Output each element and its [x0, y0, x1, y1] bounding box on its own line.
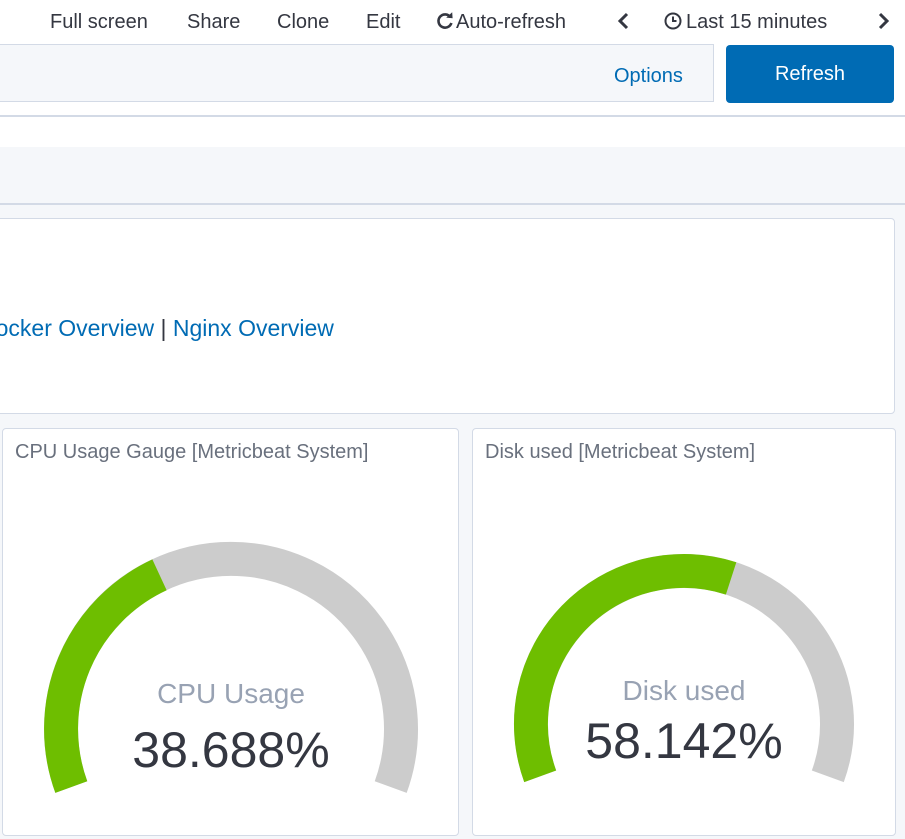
- gauge-value: 58.142%: [585, 713, 782, 769]
- markdown-nav-links: Docker Overview | Nginx Overview: [0, 313, 334, 343]
- gauge-fill: [44, 559, 167, 793]
- gauge-fill: [514, 553, 737, 783]
- docker-overview-link[interactable]: Docker Overview: [0, 315, 155, 341]
- query-input[interactable]: [0, 44, 714, 102]
- next-time-button[interactable]: [876, 9, 890, 35]
- time-picker-button[interactable]: Last 15 minutes: [664, 9, 827, 35]
- cpu-gauge-panel: CPU Usage Gauge [Metricbeat System] CPU …: [2, 428, 459, 836]
- divider: [0, 203, 905, 205]
- auto-refresh-button[interactable]: Auto-refresh: [436, 9, 566, 35]
- edit-button[interactable]: Edit: [366, 11, 401, 33]
- gauge-value: 38.688%: [132, 722, 329, 778]
- gauge-label: CPU Usage: [157, 678, 305, 709]
- divider: [0, 115, 905, 117]
- refresh-button[interactable]: Refresh: [726, 45, 894, 103]
- gauge-label: Disk used: [623, 675, 746, 706]
- filter-spacer: [0, 117, 905, 147]
- clock-icon: [664, 12, 682, 30]
- top-nav: Full screen Share Clone Edit Auto-refres…: [0, 0, 905, 44]
- panel-title: Disk used [Metricbeat System]: [485, 441, 756, 463]
- refresh-icon: [437, 12, 453, 30]
- disk-gauge-panel: Disk used [Metricbeat System] Disk used …: [472, 428, 896, 836]
- cpu-gauge-chart: CPU Usage 38.688%: [44, 541, 418, 793]
- auto-refresh-label: Auto-refresh: [456, 11, 567, 33]
- share-button[interactable]: Share: [187, 11, 241, 33]
- filter-bar[interactable]: [0, 147, 905, 203]
- clone-button[interactable]: Clone: [277, 11, 330, 33]
- markdown-panel: [0, 218, 895, 414]
- options-link[interactable]: Options: [614, 65, 683, 87]
- link-separator: |: [160, 315, 167, 341]
- chevron-right-icon: [878, 13, 890, 30]
- nginx-overview-link[interactable]: Nginx Overview: [172, 315, 334, 341]
- chevron-left-icon: [617, 13, 629, 30]
- panel-title: CPU Usage Gauge [Metricbeat System]: [15, 441, 369, 463]
- time-range-label: Last 15 minutes: [686, 11, 828, 33]
- prev-time-button[interactable]: [617, 9, 631, 35]
- full-screen-button[interactable]: Full screen: [50, 11, 148, 33]
- disk-gauge-chart: Disk used 58.142%: [514, 553, 854, 783]
